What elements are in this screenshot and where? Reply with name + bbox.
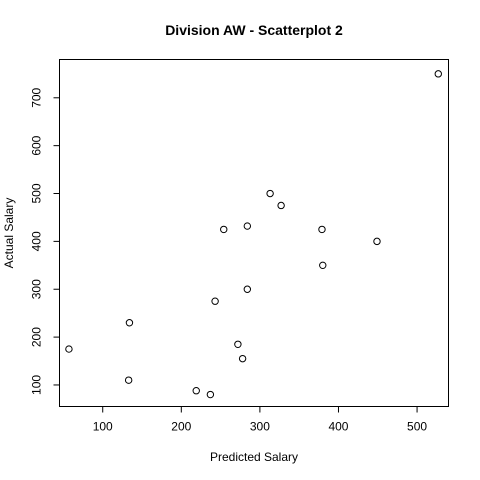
y-tick-label: 400 [30, 231, 44, 251]
data-point [125, 319, 134, 327]
data-point [65, 345, 73, 353]
chart-title: Division AW - Scatterplot 2 [165, 22, 343, 38]
plot-frame [59, 59, 449, 407]
x-axis: 100 200 300 400 500 [93, 406, 427, 434]
y-tick-label: 100 [30, 375, 44, 395]
data-point [238, 354, 247, 363]
data-point [318, 225, 326, 234]
data-point [124, 376, 133, 384]
data-point [243, 285, 252, 293]
data-point [434, 70, 442, 78]
data-point [319, 261, 327, 270]
x-tick-label: 500 [407, 420, 427, 434]
data-point [220, 225, 228, 234]
data-point [373, 237, 381, 246]
data-point [243, 222, 252, 230]
y-tick-label: 500 [30, 183, 44, 203]
y-tick-label: 200 [30, 327, 44, 347]
x-tick-label: 200 [171, 420, 191, 434]
y-tick-label: 300 [30, 279, 44, 299]
y-axis: 100 200 300 400 500 600 700 [30, 87, 60, 395]
data-point [266, 189, 274, 198]
data-point [211, 297, 219, 305]
data-point [192, 387, 200, 395]
x-axis-label: Predicted Salary [210, 450, 298, 464]
data-points [65, 70, 442, 399]
y-axis-label: Actual Salary [2, 198, 16, 269]
y-tick-label: 600 [30, 135, 44, 155]
data-point [234, 340, 242, 348]
data-point [277, 201, 285, 210]
y-tick-label: 700 [30, 87, 44, 107]
x-tick-label: 300 [250, 420, 270, 434]
data-point [206, 390, 215, 399]
x-tick-label: 400 [328, 420, 348, 434]
x-tick-label: 100 [93, 420, 113, 434]
